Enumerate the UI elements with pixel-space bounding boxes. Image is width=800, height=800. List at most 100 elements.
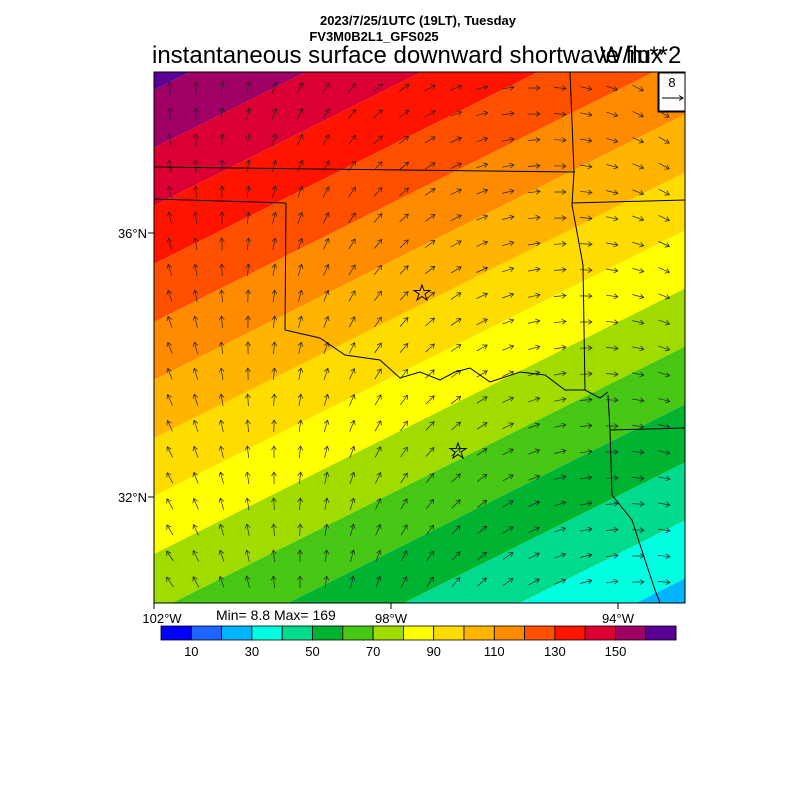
wind-arrow (451, 551, 461, 561)
wind-arrow (631, 475, 645, 482)
wind-arrow (374, 316, 382, 328)
wind-arrow (502, 110, 515, 117)
wind-arrow (192, 315, 199, 328)
wind-arrow (553, 241, 567, 247)
wind-arrow (579, 189, 593, 196)
wind-arrow (218, 341, 225, 354)
wind-arrow (348, 341, 356, 354)
wind-arrow (348, 264, 356, 276)
wind-arrow (193, 159, 199, 173)
wind-arrow (632, 371, 645, 378)
wind-arrow (658, 449, 671, 456)
wind-arrow (323, 341, 330, 354)
wind-arrow (606, 85, 619, 92)
flux-band (154, 172, 685, 496)
colorbar-label: 110 (484, 644, 505, 659)
wind-arrow (271, 523, 277, 537)
colorbar-swatch (463, 625, 495, 641)
wind-arrow (632, 397, 645, 404)
wind-arrow (451, 499, 461, 509)
wind-arrow (580, 111, 593, 118)
wind-arrow (322, 108, 330, 120)
wind-arrow (375, 523, 382, 536)
wind-arrow (425, 472, 435, 483)
wind-arrow (658, 527, 671, 534)
wind-arrow (373, 83, 383, 93)
wind-arrow (424, 84, 436, 92)
wind-arrow (192, 211, 199, 225)
wind-arrow (580, 552, 593, 559)
wind-arrow (271, 237, 278, 250)
wind-arrow (245, 341, 251, 355)
wind-arrow (632, 293, 645, 300)
wind-arrow (245, 289, 251, 303)
wind-arrow (450, 344, 462, 352)
wind-arrow (399, 317, 409, 327)
wind-arrow (450, 84, 463, 91)
units-label: W/m**2 (600, 42, 682, 69)
wind-arrow (374, 420, 382, 432)
wind-arrow (192, 550, 200, 562)
wind-arrow (450, 240, 462, 248)
wind-arrow (658, 241, 670, 248)
wind-arrow (502, 318, 515, 325)
wind-arrow (528, 552, 540, 560)
wind-arrow (349, 419, 356, 432)
map-title: instantaneous surface downward shortwave… (152, 42, 663, 69)
wind-arrow (323, 575, 330, 589)
wind-arrow (399, 161, 410, 171)
wind-arrow (374, 290, 382, 302)
flux-band (154, 288, 685, 603)
wind-arrow (166, 185, 173, 198)
wind-arrow (322, 212, 330, 224)
flux-band (172, 346, 685, 603)
wind-arrow (502, 526, 514, 534)
wind-arrow (245, 185, 252, 198)
wind-arrow (579, 371, 593, 377)
wind-arrow (166, 472, 174, 484)
wind-arrow (477, 551, 488, 561)
wind-arrow (605, 526, 619, 533)
wind-arrow (245, 367, 251, 381)
wind-arrow (349, 549, 356, 562)
wind-arrow (528, 240, 541, 247)
wind-arrow (400, 394, 408, 406)
wind-arrow (606, 578, 619, 585)
wind-arrow (192, 497, 199, 510)
wind-arrow (218, 393, 225, 406)
wind-arrow (476, 292, 488, 299)
wind-arrow (347, 83, 357, 93)
wind-arrow (271, 289, 278, 302)
vector-ref-label: 8 (668, 75, 675, 90)
wind-arrow (554, 344, 567, 351)
wind-arrow (245, 393, 251, 407)
wind-arrow (192, 419, 199, 432)
wind-arrow (528, 214, 541, 221)
wind-arrow (166, 524, 174, 536)
wind-arrow (323, 238, 330, 250)
wind-arrow (528, 318, 541, 325)
wind-arrow (297, 289, 304, 302)
wind-arrow (528, 266, 541, 273)
colorbar-label: 30 (245, 644, 259, 659)
wind-arrow (580, 163, 593, 170)
wind-arrow (632, 319, 645, 326)
wind-arrow (425, 421, 435, 431)
wind-arrow (553, 111, 567, 118)
wind-arrow (296, 82, 304, 94)
wind-arrow (375, 497, 382, 510)
wind-arrow (451, 395, 462, 405)
wind-arrow (632, 215, 645, 222)
wind-arrow (502, 422, 515, 430)
wind-arrow (657, 579, 671, 586)
red-river-border (284, 329, 609, 399)
wind-arrow (400, 446, 408, 458)
wind-arrow (502, 214, 515, 221)
wind-arrow (502, 474, 514, 482)
wind-arrow (425, 343, 435, 353)
wind-arrow (425, 395, 435, 405)
wind-arrow (476, 136, 489, 143)
wind-arrow (658, 162, 670, 170)
wind-arrow (166, 315, 173, 328)
wind-arrow (528, 422, 541, 429)
